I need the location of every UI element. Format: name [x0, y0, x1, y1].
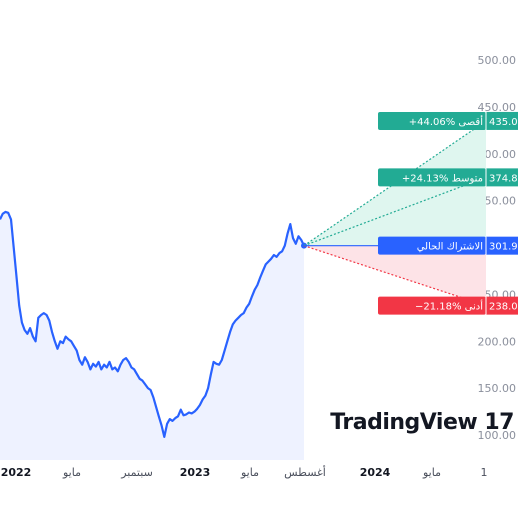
tradingview-watermark: TradingView 17 — [330, 410, 514, 435]
watermark-text: TradingView — [330, 410, 478, 435]
forecast-average-tag-label: +24.13% متوسط — [402, 173, 483, 184]
current-price-tag: الاشتراك الحالي 301.95 — [378, 236, 520, 255]
forecast-average-tag: +24.13% متوسط 374.80 — [378, 168, 520, 187]
y-tick-label: 200.00 — [478, 335, 517, 348]
forecast-high-tag-value-bg — [486, 111, 518, 130]
current-price-tag-label-bg — [378, 236, 486, 255]
y-axis: 500.00450.00400.00350.00300.00250.00200.… — [478, 54, 517, 442]
forecast-high-tag-label: +44.06% أقصى — [409, 115, 483, 128]
x-tick-label: 2022 — [1, 466, 32, 479]
price-line — [0, 210, 305, 438]
y-tick-label: 400.00 — [478, 148, 517, 161]
y-tick-label: 450.00 — [478, 101, 517, 114]
forecast-average-tag-value-bg — [486, 168, 518, 187]
forecast-average-tag-value: 374.80 — [489, 173, 520, 184]
forecast-high-tag-value: 435.00 — [489, 117, 520, 128]
x-tick-label: أغسطس — [284, 465, 326, 479]
forecast-low-tag-value-bg — [486, 296, 518, 315]
price-series — [0, 210, 307, 460]
forecast-low-tag-value: 238.00 — [489, 302, 520, 313]
price-tags: +44.06% أقصى 435.00 +24.13% متوسط 374.80 الا… — [378, 111, 520, 315]
forecast-average-line — [303, 176, 487, 247]
forecast-low-tag: −21.18% أدنى 238.00 — [378, 296, 520, 315]
forecast-fills — [304, 120, 486, 306]
downside-fill — [304, 245, 486, 306]
x-tick-label: 1 — [481, 466, 488, 479]
forecast-low-tag-label: −21.18% أدنى — [415, 300, 483, 313]
x-tick-label: سبتمبر — [120, 466, 153, 479]
x-tick-label: مايو — [240, 466, 259, 479]
x-tick-label: 2024 — [360, 466, 391, 479]
x-tick-label: 2023 — [180, 466, 211, 479]
y-tick-label: 350.00 — [478, 195, 517, 208]
current-price-tag-label: الاشتراك الحالي — [417, 242, 483, 253]
forecast-high-tag: +44.06% أقصى 435.00 — [378, 111, 520, 130]
forecast-average-tag-label-bg — [378, 168, 486, 187]
x-tick-label: مايو — [422, 466, 441, 479]
y-tick-label: 100.00 — [478, 429, 517, 442]
tradingview-logo-icon: 17 — [477, 410, 514, 435]
current-price-tag-value-bg — [486, 236, 518, 255]
x-tick-label: مايو — [62, 466, 81, 479]
current-price-tag-value: 301.95 — [489, 242, 520, 253]
y-tick-label: 500.00 — [478, 54, 517, 67]
y-tick-label: 150.00 — [478, 382, 517, 395]
forecast-high-tag-label-bg — [378, 111, 486, 130]
forecast-high-line — [303, 120, 487, 247]
price-area-fill — [0, 211, 304, 460]
x-axis: 2022 مايو سبتمبر 2023 مايو أغسطس 2024 مايو 1 — [1, 465, 488, 479]
forecast-low-tag-label-bg — [378, 296, 486, 315]
